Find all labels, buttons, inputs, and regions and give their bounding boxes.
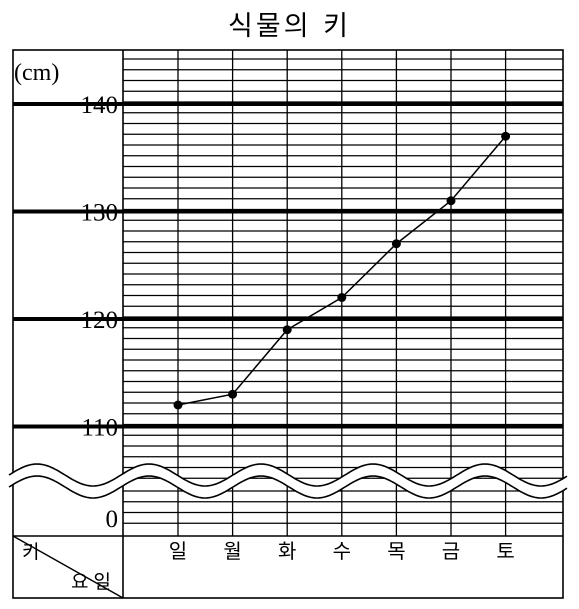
outer-frame: [12, 49, 564, 599]
y-tick-label: 140: [81, 92, 119, 119]
chart-title: 식물의 키: [228, 11, 351, 42]
data-point: [337, 293, 347, 302]
axis-break-line-lower: [8, 475, 568, 499]
y-tick-label: 120: [81, 307, 119, 334]
x-category-label: 토: [496, 539, 514, 563]
x-category-label: 수: [333, 539, 351, 563]
axis-break-mask: [9, 464, 567, 498]
x-category-label: 금: [442, 539, 460, 563]
x-category-label: 월: [223, 539, 241, 563]
data-series: [173, 131, 511, 410]
chart-frame: [12, 49, 564, 599]
y-tick-label: 0: [106, 506, 119, 533]
data-point: [282, 325, 292, 335]
y-tick-label: 110: [81, 415, 118, 442]
data-point: [228, 389, 238, 399]
data-point: [501, 131, 511, 141]
axis-break: [8, 463, 568, 499]
corner-header-bottom: 요일: [71, 571, 116, 593]
data-point: [446, 196, 456, 206]
axis-labels: (cm) 140 130 120 110 0 일 월 화 수 목 금 토 키요일: [14, 60, 515, 593]
grid-layer: [13, 50, 563, 536]
axis-break-line-upper: [8, 463, 568, 487]
x-category-label: 일: [169, 539, 187, 563]
corner-header-top: 키: [22, 541, 39, 563]
corner-diagonal: [12, 535, 124, 599]
y-tick-label: 130: [81, 200, 119, 227]
data-point: [173, 400, 183, 410]
x-category-label: 목: [387, 539, 405, 563]
y-axis-unit-label: (cm): [14, 60, 59, 86]
x-category-label: 화: [278, 539, 296, 563]
data-point: [391, 239, 401, 249]
